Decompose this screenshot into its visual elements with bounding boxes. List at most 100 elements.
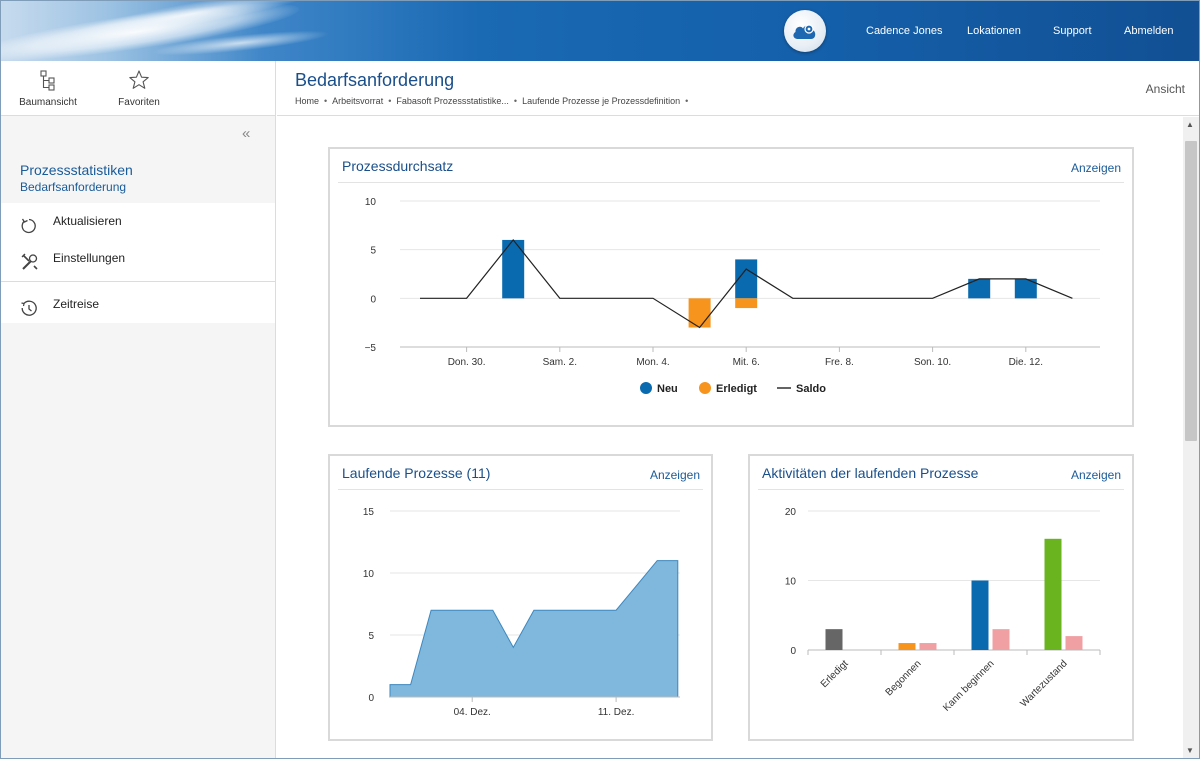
line-saldo [420,238,1073,329]
y-tick-label: 10 [363,569,375,580]
sidebar-menu: Aktualisieren Einstellungen [1,203,275,323]
nav-support[interactable]: Support [1053,25,1092,37]
panel-title: Prozessdurchsatz [342,158,454,174]
breadcrumb-separator: • [324,96,328,106]
breadcrumb-item[interactable]: Laufende Prozesse je Prozessdefinition [522,96,681,106]
star-icon [99,69,179,93]
throughput-panel: Prozessdurchsatz Anzeigen −5 0 5 10 Don. 30.… [328,147,1134,427]
sidebar-item-label: Aktualisieren [53,214,122,228]
cloud-logo-icon[interactable] [784,10,826,52]
legend-neu-marker [640,382,652,394]
nav-abmelden[interactable]: Abmelden [1124,25,1174,37]
y-tick-label: 0 [790,646,796,657]
bar-neu [1014,278,1037,299]
throughput-show-link[interactable]: Anzeigen [1070,161,1121,175]
x-tick-label: Sam. 2. [543,357,577,368]
x-tick-label: Erledigt [819,658,851,690]
scroll-up-icon[interactable]: ▲ [1186,120,1194,129]
clock-history-icon [20,296,38,333]
y-tick-label: 5 [368,631,374,642]
x-tick-label: Begonnen [884,658,924,698]
running-processes-chart: 0 5 10 15 04. Dez. 11. Dez. [363,507,680,718]
x-tick-label: Mit. 6. [733,357,760,368]
sidebar-item-aktualisieren[interactable]: Aktualisieren [1,203,275,240]
favorites-label: Favoriten [118,97,160,108]
breadcrumb-item[interactable]: Arbeitsvorrat [332,96,384,106]
x-tick-label: Kann beginnen [941,658,996,713]
legend-saldo-label: Saldo [796,383,826,395]
legend-neu-label: Neu [657,383,678,395]
favorites-button[interactable]: Favoriten [99,69,179,108]
tree-view-label: Baumansicht [19,97,77,108]
sidebar-item-label: Zeitreise [53,297,100,311]
y-tick-label: 10 [365,197,377,208]
y-tick-label: 20 [785,507,797,518]
bar-activity-3 [1044,538,1062,650]
legend-erledigt-marker [699,382,711,394]
double-chevron-left-icon[interactable]: « [242,125,251,142]
bar-neu [968,278,991,299]
panel-divider [338,489,703,490]
breadcrumb-item[interactable]: Home [295,96,320,106]
scroll-down-icon[interactable]: ▼ [1186,746,1194,755]
y-tick-label: 15 [363,507,375,518]
y-tick-label: 0 [368,693,374,704]
x-tick-label: Wartezustand [1018,658,1069,709]
bar-activity-1 [898,643,916,650]
refresh-icon [20,213,38,250]
user-name-link[interactable]: Cadence Jones [866,25,943,37]
sidebar-item-label: Einstellungen [53,251,126,265]
legend-erledigt-label: Erledigt [716,383,757,395]
y-tick-label: 10 [785,577,797,588]
breadcrumb-item[interactable]: Fabasoft Prozessstatistike... [396,96,509,106]
breadcrumb-separator: • [685,96,689,106]
bar-neu [502,239,525,299]
bar-activity-secondary-2 [992,629,1010,650]
y-tick-label: 5 [370,246,376,257]
panel-title: Aktivitäten der laufenden Prozesse [762,465,979,481]
sidebar-toolbar: Baumansicht Favoriten [1,61,275,116]
throughput-chart: −5 0 5 10 Don. 30. Sam. 2. Mon. 4. Mit. 6. Fre. … [365,197,1100,395]
x-tick-label: Die. 12. [1009,357,1043,368]
sidebar-item-zeitreise[interactable]: Zeitreise [1,286,275,323]
vertical-scrollbar[interactable]: ▲ ▼ [1183,117,1199,758]
running-show-link[interactable]: Anzeigen [649,468,700,482]
top-header: Cadence Jones Lokationen Support Abmelde… [1,1,1199,61]
x-tick-label: Fre. 8. [825,357,854,368]
running-processes-panel: Laufende Prozesse (11) Anzeigen 0 5 10 15 04… [328,454,713,741]
y-tick-label: −5 [365,343,377,354]
breadcrumb: Home • Arbeitsvorrat • Fabasoft Prozessstati… [295,96,693,106]
panel-divider [338,182,1124,183]
sidebar-subtitle: Bedarfsanforderung [20,180,127,194]
bar-activity-0 [825,629,843,650]
sidebar-divider [1,281,275,282]
sidebar-item-einstellungen[interactable]: Einstellungen [1,240,275,277]
x-tick-label: 04. Dez. [454,707,491,718]
breadcrumb-separator: • [513,96,518,106]
x-tick-label: Mon. 4. [636,357,669,368]
tools-icon [20,250,40,287]
tree-view-button[interactable]: Baumansicht [8,69,88,108]
main-content: Prozessdurchsatz Anzeigen −5 0 5 10 Don. 30.… [277,117,1183,758]
sidebar-title: Prozessstatistiken [20,162,133,178]
x-tick-label: Don. 30. [448,357,486,368]
panel-divider [758,489,1124,490]
bar-activity-secondary-3 [1065,636,1083,650]
activities-panel: Aktivitäten der laufenden Prozesse Anzei… [748,454,1134,741]
area-running-processes [389,560,679,698]
y-tick-label: 0 [370,294,376,305]
bar-neu [735,259,758,299]
view-button[interactable]: Ansicht [1145,82,1185,96]
nav-lokationen[interactable]: Lokationen [967,25,1021,37]
page-title: Bedarfsanforderung [295,70,455,90]
scrollbar-thumb[interactable] [1185,141,1197,441]
x-tick-label: Son. 10. [914,357,951,368]
x-tick-label: 11. Dez. [598,707,635,718]
bar-erledigt [735,298,758,309]
activities-show-link[interactable]: Anzeigen [1070,468,1121,482]
page-header: Bedarfsanforderung Home • Arbeitsvorrat • Fa… [277,61,1199,116]
bar-activity-2 [971,580,989,650]
breadcrumb-separator: • [388,96,392,106]
left-sidebar: Baumansicht Favoriten « Prozessstatistik… [1,61,276,758]
bar-activity-secondary-1 [919,643,937,650]
